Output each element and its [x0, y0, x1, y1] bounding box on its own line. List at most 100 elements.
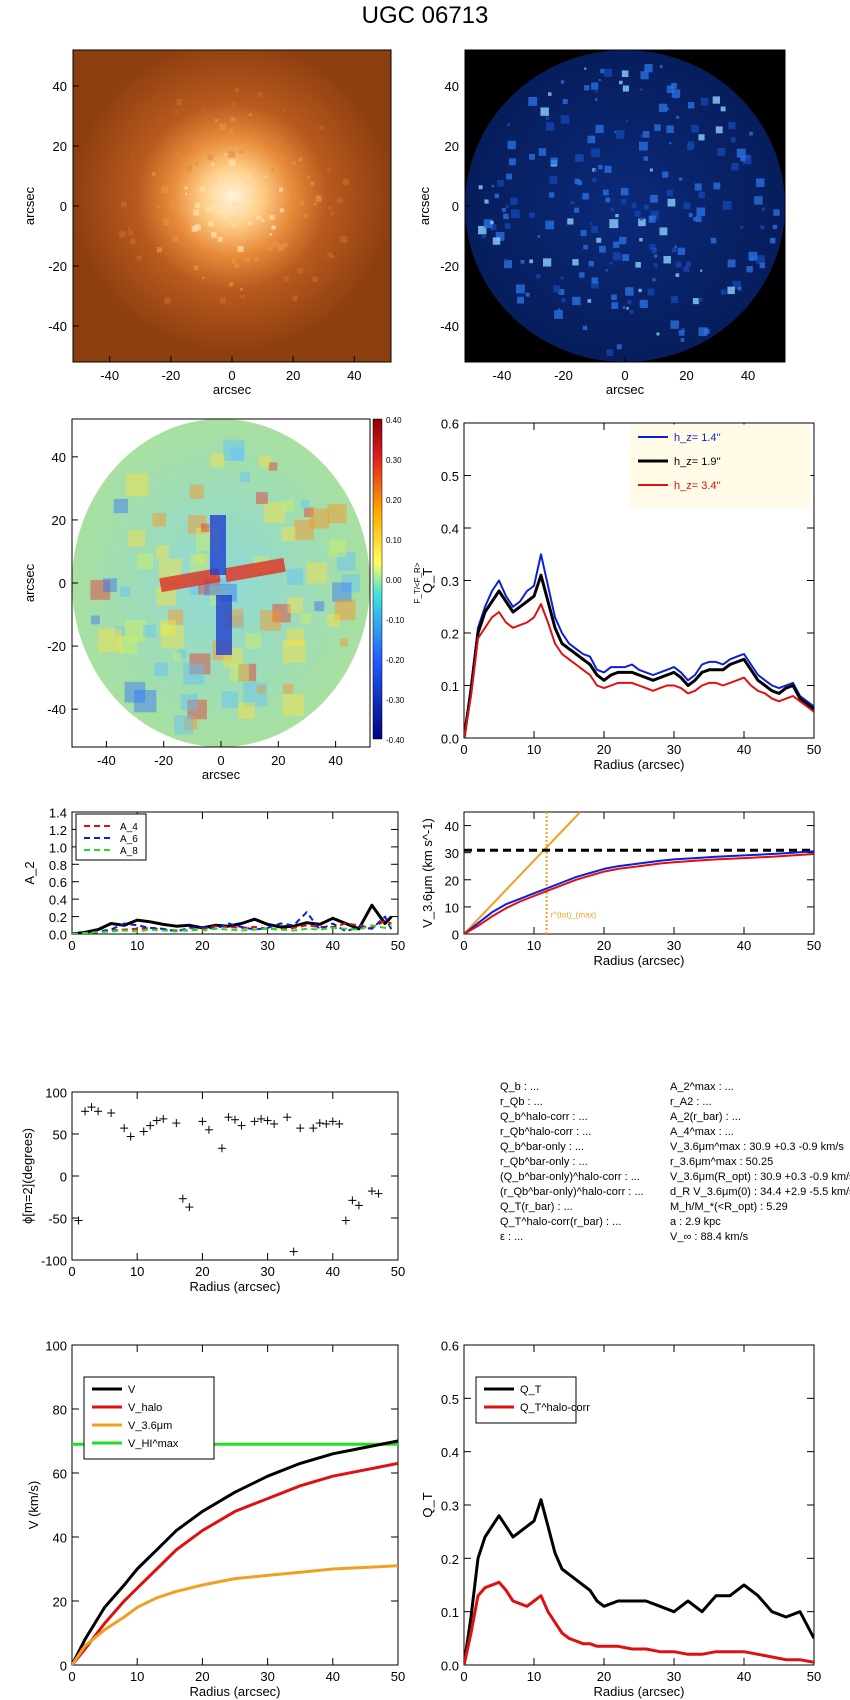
x-tick-label: 20 — [195, 1264, 209, 1279]
x-axis-label: Radius (arcsec) — [189, 1684, 280, 1699]
y-tick-label: 20 — [52, 513, 66, 528]
y-tick-label: -40 — [440, 319, 459, 334]
y-tick-label: 0.6 — [441, 417, 459, 432]
x-tick-label: 40 — [347, 368, 361, 383]
colorbar-tick: -0.20 — [386, 656, 405, 665]
y-tick-label: 0 — [452, 199, 459, 214]
legend-label: A_4 — [120, 822, 138, 833]
series-line-1.4'' — [464, 553, 814, 738]
param-left: Q_T^halo-corr(r_bar) : ... — [500, 1216, 622, 1228]
y-axis-label: arcsec — [22, 563, 37, 602]
x-tick-label: 20 — [597, 742, 611, 757]
data-point — [185, 1203, 194, 1212]
x-tick-label: 20 — [271, 753, 285, 768]
x-axis-label: Radius (arcsec) — [189, 1279, 280, 1294]
y-tick-label: 0 — [452, 928, 459, 943]
data-point — [341, 1216, 350, 1225]
y-tick-label: 1.2 — [49, 823, 67, 838]
colorbar-label: F_T/<F_R> — [413, 562, 422, 603]
colorbar-tick: 0.10 — [386, 536, 402, 545]
colorbar-tick: 0.00 — [386, 576, 402, 585]
data-point — [74, 1216, 83, 1225]
legend-label: A_8 — [120, 846, 138, 857]
x-tick-label: 40 — [326, 1669, 340, 1684]
y-tick-label: 40 — [445, 819, 459, 834]
x-tick-label: 40 — [737, 742, 751, 757]
x-tick-label: 0 — [68, 1669, 75, 1684]
legend: A_4A_6A_8 — [75, 813, 147, 861]
x-tick-label: 40 — [737, 1669, 751, 1684]
y-tick-label: 0.4 — [441, 1445, 459, 1460]
x-tick-label: 40 — [328, 753, 342, 768]
y-tick-label: 0.2 — [441, 1552, 459, 1567]
x-axis-label: arcsec — [606, 382, 645, 395]
data-point — [270, 1119, 279, 1128]
x-tick-label: 0 — [68, 938, 75, 953]
x-tick-label: 20 — [195, 938, 209, 953]
data-point — [94, 1107, 103, 1116]
y-tick-label: 100 — [45, 1086, 67, 1101]
data-point — [289, 1247, 298, 1256]
qt-hz-chart: 0 10 20 30 40 50 0.0 0.1 0.2 0.3 0.4 0.5 0.6 Radius (… — [420, 417, 821, 773]
x-tick-label: 50 — [807, 938, 821, 953]
v36-chart: 0 10 20 30 40 50 0 10 20 30 40 Radius (arcsec) V_3.6… — [420, 811, 821, 968]
y-axis-label: arcsec — [22, 186, 37, 225]
y-axis-label: Q_T — [420, 568, 435, 593]
data-point — [315, 1119, 324, 1128]
x-tick-label: 10 — [130, 1264, 144, 1279]
param-left: (Q_b^bar-only)^halo-corr : ... — [500, 1171, 640, 1183]
y-tick-label: 0.4 — [441, 522, 459, 537]
y-tick-label: -100 — [41, 1254, 67, 1269]
x-tick-label: 20 — [679, 368, 693, 383]
plot-frame — [71, 811, 399, 935]
x-tick-label: 50 — [391, 1264, 405, 1279]
param-left: ε : ... — [500, 1231, 524, 1243]
x-tick-label: -20 — [154, 753, 173, 768]
y-tick-label: 20 — [53, 139, 67, 154]
colorbar-tick: 0.40 — [386, 416, 402, 425]
x-tick-label: -20 — [161, 368, 180, 383]
blue-image — [465, 50, 785, 362]
data-point — [335, 1119, 344, 1128]
series-line-A_2 — [72, 903, 393, 934]
data-point — [139, 1127, 148, 1136]
data-point — [152, 1116, 161, 1125]
data-point — [296, 1124, 305, 1133]
legend-label: Q_T^halo-corr — [520, 1402, 590, 1414]
data-point — [231, 1115, 239, 1124]
x-axis-label: Radius (arcsec) — [593, 757, 684, 772]
y-tick-label: 40 — [53, 79, 67, 94]
colorbar-tick: 0.30 — [386, 456, 402, 465]
x-tick-label: 20 — [195, 1669, 209, 1684]
x-tick-label: 0 — [621, 368, 628, 383]
x-tick-label: 50 — [391, 938, 405, 953]
x-tick-label: -20 — [554, 368, 573, 383]
legend-label: V_HI^max — [128, 1438, 179, 1450]
x-tick-label: 20 — [597, 938, 611, 953]
y-tick-label: 0.0 — [441, 1659, 459, 1674]
x-tick-label: -40 — [100, 368, 119, 383]
data-point — [309, 1124, 318, 1133]
x-axis-label: arcsec — [213, 382, 252, 395]
x-tick-label: 0 — [68, 1264, 75, 1279]
y-axis-label: A_2 — [22, 861, 37, 884]
series-line-V_halo — [72, 1461, 398, 1665]
data-point — [348, 1196, 357, 1205]
legend-label: Q_T — [520, 1384, 542, 1396]
data-point — [107, 1109, 116, 1117]
blue-image-panel: -40 -20 0 20 40 40 20 0 -20 -40 arcsec arcsec — [417, 49, 786, 395]
param-left: Q_b^bar-only : ... — [500, 1141, 585, 1153]
data-point — [159, 1114, 168, 1123]
y-tick-label: 0.0 — [49, 928, 67, 943]
y-tick-label: 30 — [445, 846, 459, 861]
y-tick-label: 1.0 — [49, 840, 67, 855]
x-tick-label: 20 — [597, 1669, 611, 1684]
optical-blobs — [119, 88, 350, 304]
y-tick-label: 50 — [53, 1128, 67, 1143]
x-tick-label: 40 — [326, 938, 340, 953]
legend-label: h_z= 1.4'' — [674, 432, 721, 444]
y-tick-label: 0.1 — [441, 679, 459, 694]
data-point — [204, 1125, 213, 1134]
legend: Q_T Q_T^halo-corr — [475, 1376, 590, 1424]
data-point — [87, 1103, 96, 1112]
